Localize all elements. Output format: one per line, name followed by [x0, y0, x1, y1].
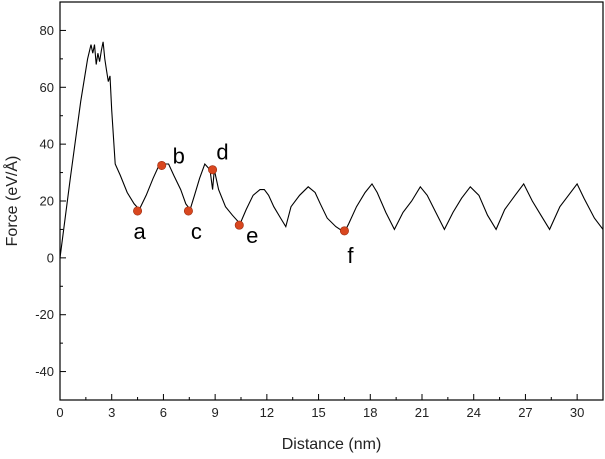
point-marker-b [157, 160, 167, 170]
x-tick-label: 15 [311, 405, 325, 420]
x-tick-label: 24 [466, 405, 480, 420]
point-label-c: c [191, 219, 202, 244]
x-tick-label: 21 [415, 405, 429, 420]
x-tick-label: 12 [260, 405, 274, 420]
y-axis-title: Force (eV/Å) [2, 156, 21, 247]
x-tick-label: 0 [56, 405, 63, 420]
point-label-e: e [246, 223, 258, 248]
x-axis-title: Distance (nm) [282, 436, 382, 453]
point-marker-a [133, 206, 143, 216]
point-label-a: a [133, 219, 146, 244]
x-tick-label: 6 [160, 405, 167, 420]
point-label-d: d [216, 140, 228, 165]
x-tick-label: 30 [570, 405, 584, 420]
y-tick-label: -40 [35, 364, 54, 379]
y-tick-label: -20 [35, 307, 54, 322]
labeled-points: a b c d e f [133, 140, 354, 268]
y-tick-label: 60 [40, 80, 54, 95]
x-tick-label: 9 [212, 405, 219, 420]
plot-frame [59, 1, 604, 401]
point-label-f: f [347, 243, 354, 268]
x-tick-label: 27 [518, 405, 532, 420]
y-tick-label: 20 [40, 194, 54, 209]
point-label-b: b [173, 143, 185, 168]
y-tick-label: 40 [40, 137, 54, 152]
force-series-line [59, 41, 604, 258]
point-marker-f [339, 226, 349, 236]
y-tick-label: 80 [40, 23, 54, 38]
point-marker-c [183, 206, 193, 216]
point-marker-d [208, 165, 218, 175]
axis-ticks: 0 3 6 9 12 15 18 21 24 27 30 -40 -20 0 20 40 60 80 [35, 1, 584, 420]
y-tick-label: 0 [47, 250, 54, 265]
x-tick-label: 18 [363, 405, 377, 420]
point-marker-e [234, 220, 244, 230]
x-tick-label: 3 [108, 405, 115, 420]
